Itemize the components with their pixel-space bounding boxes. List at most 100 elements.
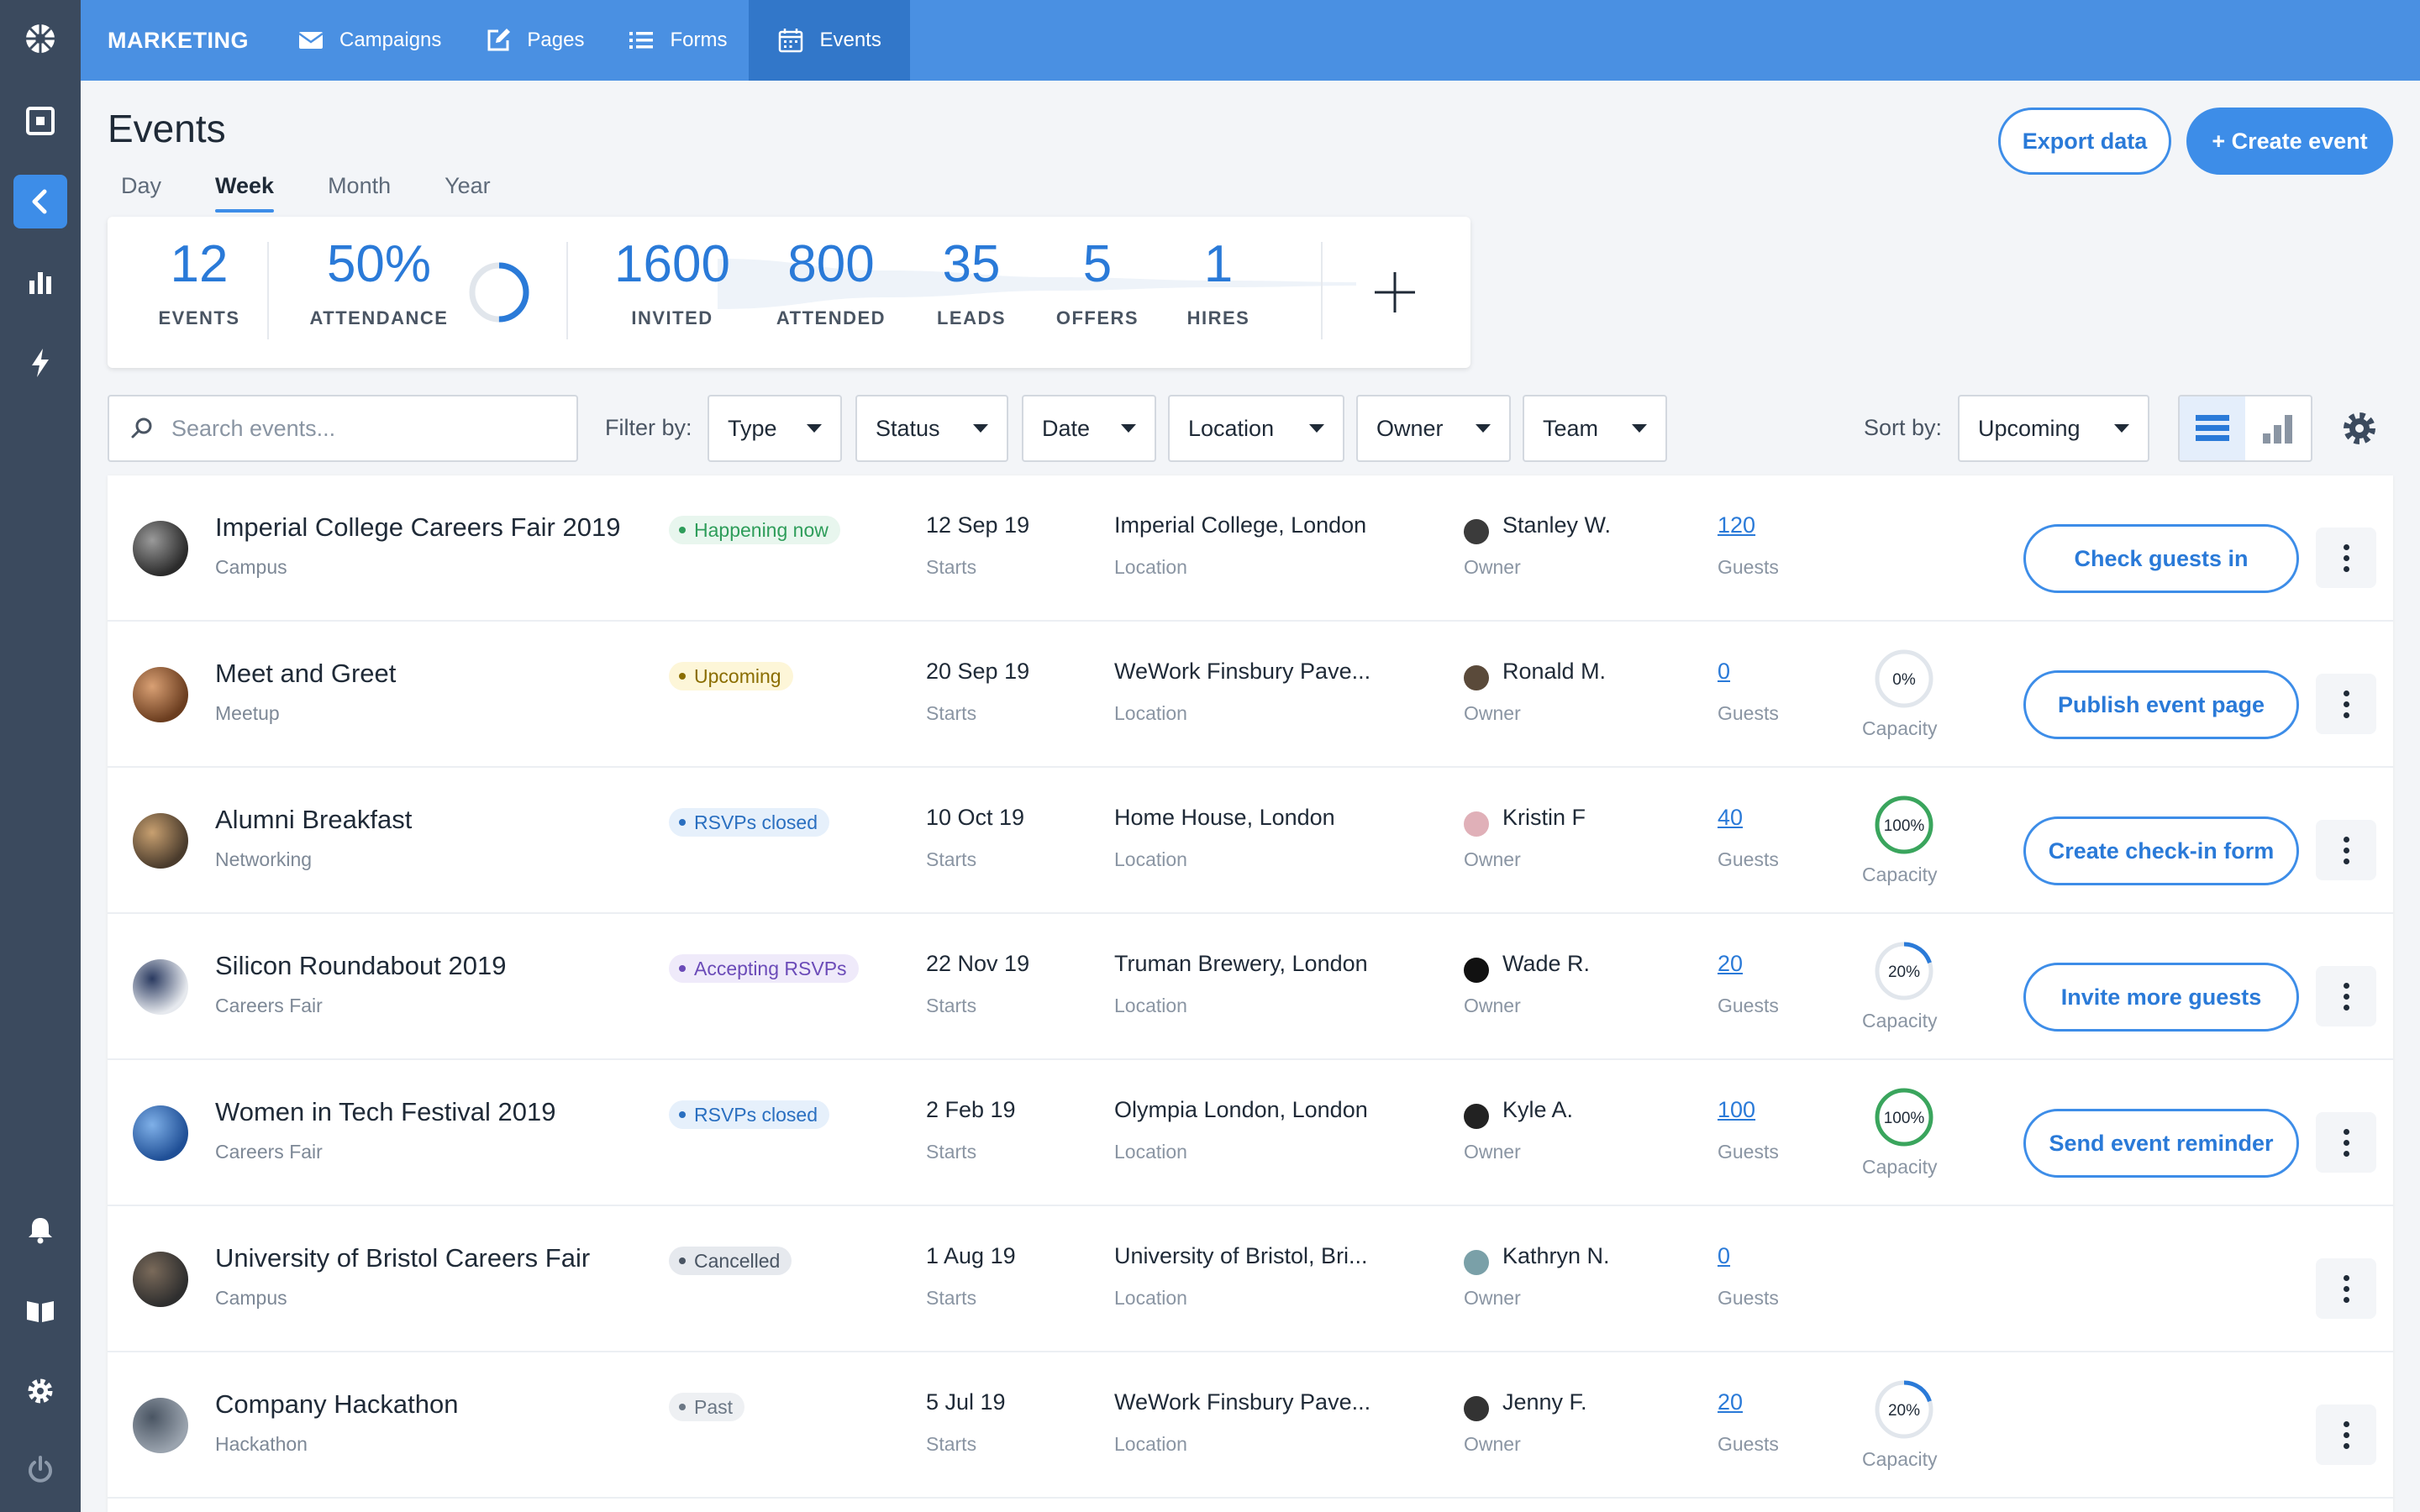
attendance-ring	[469, 262, 529, 323]
search-input[interactable]	[171, 415, 558, 442]
status-filter-select[interactable]: Status	[855, 395, 1008, 462]
nav-forms-label: Forms	[670, 29, 728, 51]
nav-pages[interactable]: Pages	[463, 0, 606, 81]
analytics-icon[interactable]	[13, 255, 67, 309]
table-row[interactable]: Meet and Greet Meetup Upcoming 20 Sep 19 Sta…	[108, 622, 2393, 768]
event-location: WeWork Finsbury Pave...	[1114, 1389, 1371, 1415]
chevron-down-icon	[973, 424, 988, 433]
owner-filter-value: Owner	[1376, 415, 1444, 441]
stat-attendance-label: ATTENDANCE	[309, 307, 449, 328]
more-options-icon[interactable]	[2316, 1112, 2376, 1173]
stat-attendance: 50% ATTENDANCE	[299, 239, 459, 329]
stat-offers: 5 OFFERS	[1047, 239, 1148, 329]
guests-sub: Guests	[1718, 702, 1779, 724]
stat-hires-value: 1	[1203, 235, 1234, 293]
team-filter-select[interactable]: Team	[1523, 395, 1667, 462]
stat-offers-value: 5	[1082, 235, 1113, 293]
row-action-button[interactable]: Check guests in	[2023, 524, 2299, 593]
add-stat-plus-icon[interactable]	[1370, 267, 1420, 318]
view-toggle	[2178, 395, 2312, 462]
edit-page-icon	[487, 29, 511, 51]
guests-count-link[interactable]: 0	[1718, 1243, 1731, 1268]
guests-count-link[interactable]: 40	[1718, 805, 1744, 830]
event-owner-sub: Owner	[1464, 848, 1521, 870]
row-action-button[interactable]: Publish event page	[2023, 670, 2299, 739]
list-view-button[interactable]	[2180, 396, 2245, 460]
event-owner: Kathryn N.	[1502, 1243, 1610, 1268]
event-name[interactable]: University of Bristol Careers Fair	[215, 1243, 591, 1273]
location-filter-select[interactable]: Location	[1168, 395, 1344, 462]
stats-card: 12 EVENTS 50% ATTENDANCE 1600 INVITED 80…	[108, 217, 1470, 368]
event-avatar	[133, 1398, 188, 1453]
event-name[interactable]: Imperial College Careers Fair 2019	[215, 512, 621, 542]
collapse-back-icon[interactable]	[13, 175, 67, 228]
sort-by-label: Sort by:	[1864, 415, 1943, 440]
bell-icon[interactable]	[13, 1203, 67, 1257]
stat-attended-label: ATTENDED	[776, 307, 886, 328]
funnel-chart	[718, 259, 1356, 309]
status-badge: Past	[669, 1393, 745, 1421]
row-action-button[interactable]: Invite more guests	[2023, 963, 2299, 1032]
table-row[interactable]: Women in Tech Festival 2019 Careers Fair R…	[108, 1060, 2393, 1206]
table-row[interactable]: Silicon Roundabout 2019 Careers Fair Accep…	[108, 914, 2393, 1060]
table-row[interactable]: Company Hackathon Hackathon Past 5 Jul 19 St…	[108, 1352, 2393, 1499]
more-options-icon[interactable]	[2316, 1258, 2376, 1319]
chevron-down-icon	[807, 424, 822, 433]
type-filter-select[interactable]: Type	[708, 395, 842, 462]
table-row[interactable]: Alumni Breakfast Networking RSVPs closed 10…	[108, 768, 2393, 914]
nav-campaigns[interactable]: Campaigns	[276, 0, 463, 81]
more-options-icon[interactable]	[2316, 820, 2376, 880]
event-name[interactable]: Alumni Breakfast	[215, 805, 413, 834]
stat-offers-label: OFFERS	[1055, 307, 1139, 328]
power-icon[interactable]	[13, 1443, 67, 1497]
event-avatar	[133, 667, 188, 722]
guests-count-link[interactable]: 20	[1718, 951, 1744, 976]
guests-count-link[interactable]: 120	[1718, 512, 1756, 538]
capacity-label: Capacity	[1862, 717, 1938, 739]
stat-leads: 35 LEADS	[921, 239, 1022, 329]
tab-week[interactable]: Week	[215, 173, 275, 213]
nav-forms[interactable]: Forms	[606, 0, 749, 81]
event-avatar	[133, 1252, 188, 1307]
more-options-icon[interactable]	[2316, 1404, 2376, 1465]
tab-month[interactable]: Month	[328, 173, 392, 198]
capacity-ring: 0%	[1875, 649, 1933, 708]
guests-count-link[interactable]: 0	[1718, 659, 1731, 684]
table-row[interactable]: Imperial College Careers Fair 2019 Campus…	[108, 475, 2393, 622]
book-icon[interactable]	[13, 1284, 67, 1337]
more-options-icon[interactable]	[2316, 674, 2376, 734]
more-options-icon[interactable]	[2316, 966, 2376, 1026]
tab-day[interactable]: Day	[121, 173, 162, 198]
top-nav-bar: MARKETING Campaigns Pages Forms Events	[81, 0, 2420, 81]
stat-attended-value: 800	[787, 235, 875, 293]
event-name[interactable]: Meet and Greet	[215, 659, 397, 688]
stats-divider	[1321, 242, 1323, 339]
sort-select[interactable]: Upcoming	[1958, 395, 2149, 462]
event-location-sub: Location	[1114, 1433, 1187, 1455]
square-app-icon[interactable]	[13, 94, 67, 148]
create-event-button[interactable]: + Create event	[2186, 108, 2393, 175]
event-date-sub: Starts	[926, 995, 977, 1016]
guests-count-link[interactable]: 100	[1718, 1097, 1756, 1122]
table-settings-gear-icon[interactable]	[2341, 410, 2378, 447]
event-name[interactable]: Company Hackathon	[215, 1389, 459, 1419]
icon-rail	[0, 0, 81, 1512]
date-filter-select[interactable]: Date	[1022, 395, 1156, 462]
row-action-button[interactable]: Send event reminder	[2023, 1109, 2299, 1178]
settings-gear-icon[interactable]	[13, 1364, 67, 1418]
owner-filter-select[interactable]: Owner	[1356, 395, 1511, 462]
row-action-button[interactable]: Create check-in form	[2023, 816, 2299, 885]
more-options-icon[interactable]	[2316, 528, 2376, 588]
lightning-icon[interactable]	[13, 336, 67, 390]
tab-year[interactable]: Year	[445, 173, 491, 198]
nav-campaigns-label: Campaigns	[339, 29, 442, 51]
guests-count-link[interactable]: 20	[1718, 1389, 1744, 1415]
export-data-button[interactable]: Export data	[1998, 108, 2171, 175]
owner-avatar	[1464, 811, 1489, 837]
app-logo-icon[interactable]	[13, 12, 67, 66]
nav-events[interactable]: Events	[749, 0, 910, 81]
chart-view-button[interactable]	[2245, 396, 2311, 460]
table-row[interactable]: University of Bristol Careers Fair Campus…	[108, 1206, 2393, 1352]
event-name[interactable]: Silicon Roundabout 2019	[215, 951, 507, 980]
event-name[interactable]: Women in Tech Festival 2019	[215, 1097, 556, 1126]
